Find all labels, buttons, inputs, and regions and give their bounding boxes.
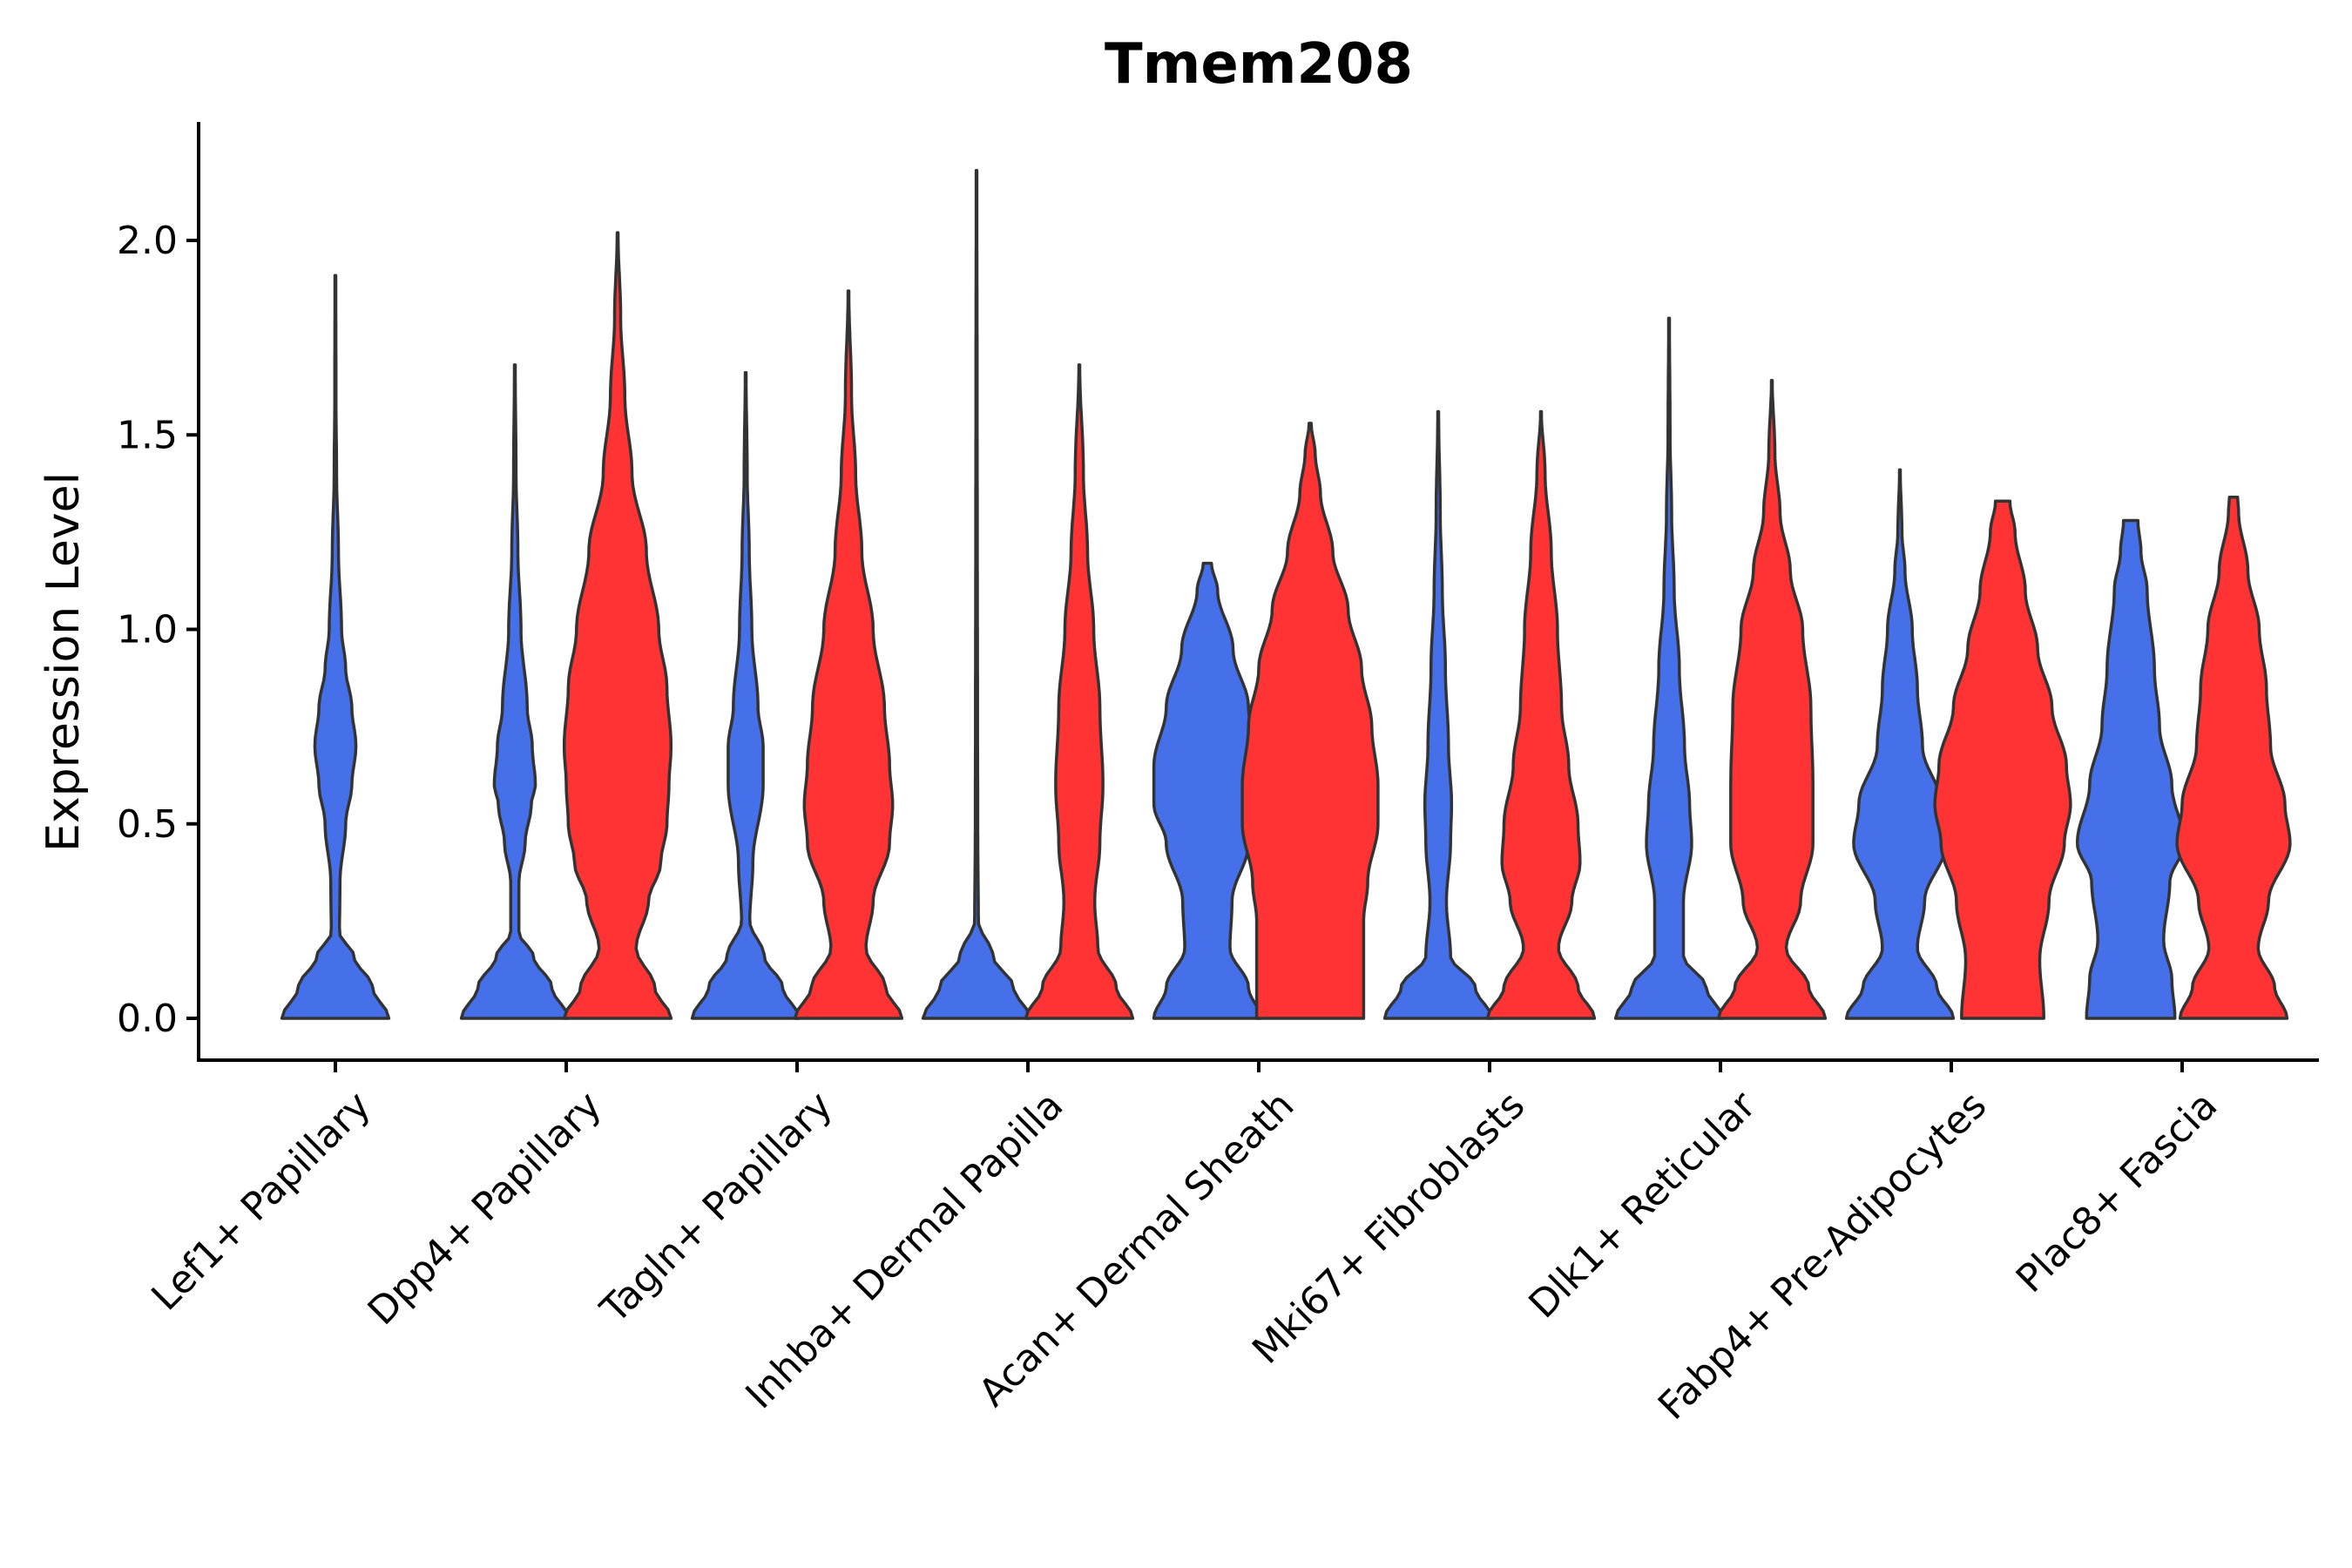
y-tick-label: 2.0	[117, 219, 178, 263]
violin-tagln-papillary-group-2	[793, 289, 904, 1020]
violin-inhba-dermal-papilla-group-2	[1024, 363, 1135, 1020]
violin-dpp4-papillary-group-1	[459, 363, 571, 1020]
violin-layer	[280, 168, 2292, 1020]
y-tick-label: 0.0	[117, 997, 178, 1041]
violin-dpp4-papillary-group-2	[562, 231, 673, 1020]
violin-dlk1-reticular-group-1	[1613, 316, 1725, 1020]
chart-title: Tmem208	[1105, 32, 1413, 97]
violin-mki67-fibroblasts-group-1	[1382, 409, 1494, 1020]
violin-plac8-fascia-group-2	[2175, 495, 2292, 1020]
x-tick-label-lef1-papillary: Lef1+ Papillary	[143, 1083, 379, 1319]
violin-inhba-dermal-papilla-group-1	[921, 168, 1032, 1020]
y-tick-label: 0.5	[117, 802, 178, 847]
violin-lef1-papillary-group-1	[280, 274, 391, 1020]
y-tick-label: 1.5	[117, 413, 178, 457]
violin-mki67-fibroblasts-group-2	[1485, 409, 1597, 1020]
violin-plac8-fascia-group-1	[2075, 518, 2186, 1020]
x-tick-label-dpp4-papillary: Dpp4+ Papillary	[360, 1083, 611, 1334]
violin-fabp4-pre-adipocytes-group-1	[1844, 468, 1956, 1020]
y-axis-label: Expression Level	[37, 472, 90, 852]
x-tick-label-plac8-fascia: Plac8+ Fascia	[2008, 1083, 2227, 1301]
violin-dlk1-reticular-group-2	[1716, 378, 1828, 1020]
x-tick-label-tagln-papillary: Tagln+ Papillary	[591, 1083, 841, 1332]
y-tick-label: 1.0	[117, 608, 178, 652]
violin-fabp4-pre-adipocytes-group-2	[1933, 499, 2072, 1020]
violin-acan-dermal-sheath-group-2	[1240, 422, 1380, 1020]
violin-tagln-papillary-group-1	[690, 371, 801, 1020]
violin-acan-dermal-sheath-group-1	[1152, 561, 1263, 1020]
x-tick-label-dlk1-reticular: Dlk1+ Reticular	[1520, 1083, 1765, 1328]
